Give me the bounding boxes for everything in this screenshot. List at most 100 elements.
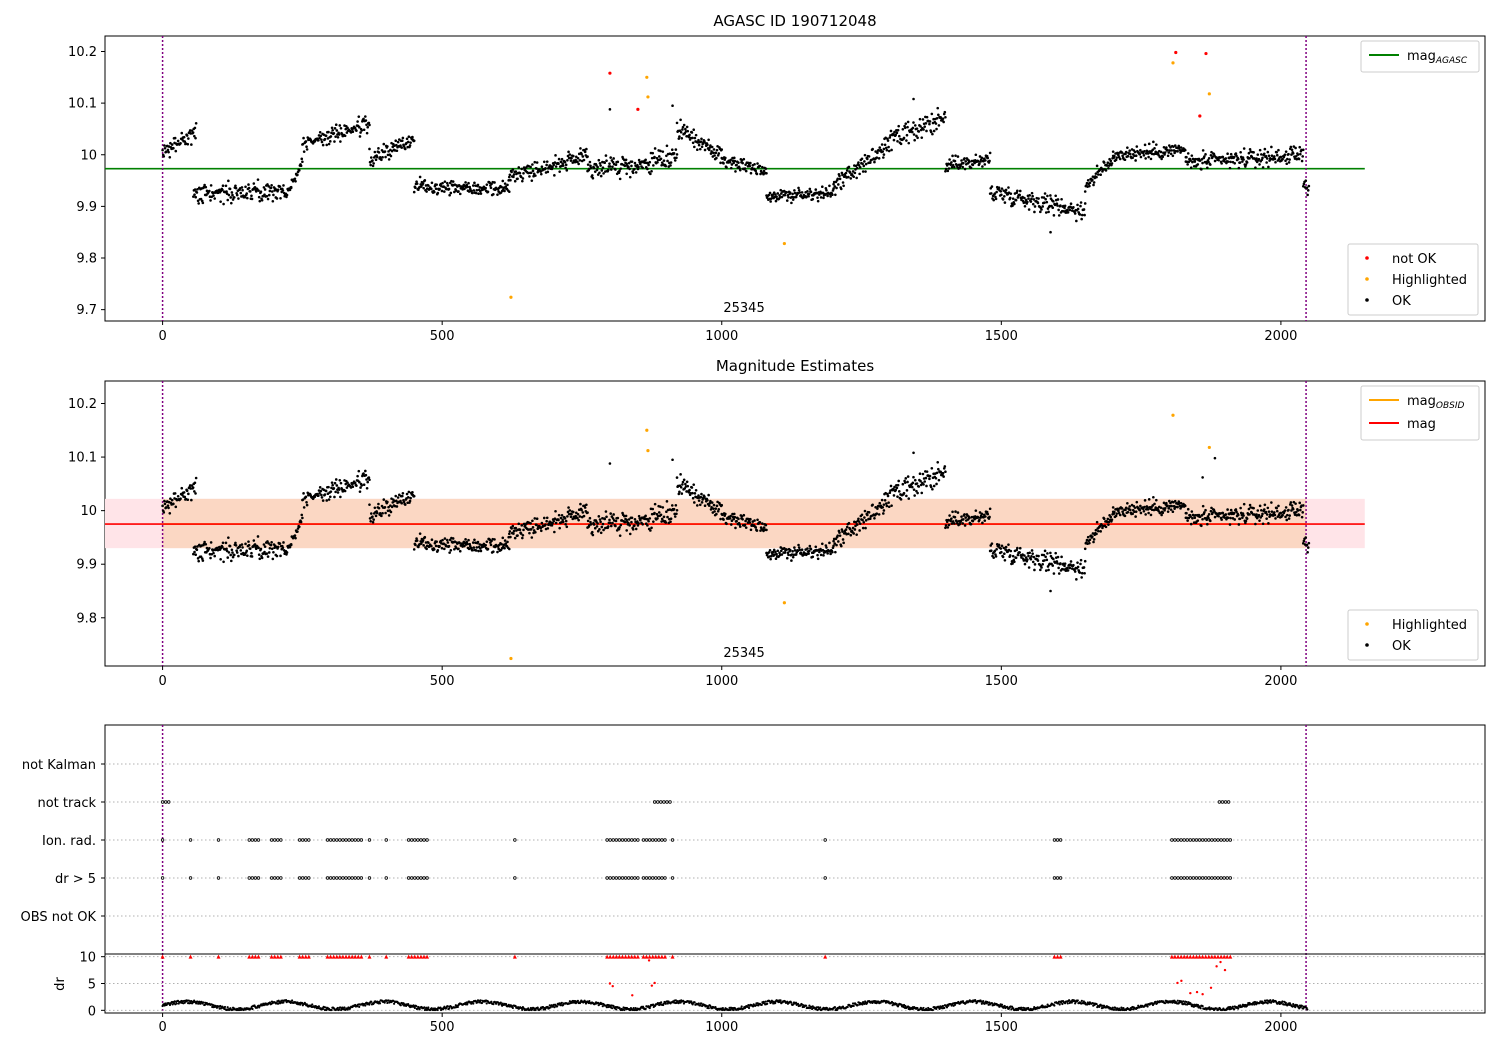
- ok-point: [1039, 568, 1042, 572]
- ok-point: [919, 125, 922, 128]
- ok-point: [453, 190, 456, 194]
- ok-point: [809, 547, 813, 551]
- legend-point-label: OK: [1392, 294, 1411, 309]
- ok-point: [521, 179, 524, 183]
- ok-point: [1102, 517, 1106, 521]
- ok-point: [586, 163, 590, 166]
- ok-point: [405, 137, 409, 141]
- ok-point: [915, 127, 919, 130]
- ok-point: [319, 489, 323, 493]
- ok-point: [1228, 166, 1232, 170]
- ok-point: [864, 170, 867, 173]
- ok-point: [554, 165, 558, 168]
- ok-point: [169, 497, 172, 500]
- ok-point: [1146, 150, 1149, 153]
- ok-point: [1139, 148, 1142, 152]
- ok-point: [713, 510, 716, 513]
- ok-point: [847, 532, 850, 536]
- ok-point: [1279, 155, 1283, 159]
- ok-point: [336, 491, 340, 494]
- ok-point: [586, 519, 590, 523]
- ok-point: [685, 125, 689, 129]
- ok-point: [163, 144, 166, 147]
- ok-point: [183, 140, 187, 143]
- ok-point: [1196, 163, 1200, 166]
- highlighted-point: [509, 656, 513, 661]
- ok-point: [915, 482, 919, 485]
- ok-point: [1291, 507, 1295, 511]
- ok-point: [659, 149, 662, 153]
- flag-marker: [1052, 838, 1057, 842]
- ok-point: [1054, 194, 1057, 198]
- ok-point: [1279, 511, 1283, 515]
- ok-point: [1029, 200, 1033, 203]
- ok-point: [1092, 183, 1095, 187]
- legend-point-label: Highlighted: [1392, 618, 1467, 633]
- ok-point: [194, 492, 197, 495]
- ok-point: [474, 549, 478, 552]
- ok-point: [954, 154, 957, 157]
- ok-point: [519, 175, 523, 179]
- ok-point: [675, 508, 679, 512]
- ok-point: [319, 134, 323, 138]
- ok-point: [798, 191, 802, 194]
- ok-point: [176, 139, 180, 143]
- highlighted-point: [1171, 413, 1175, 417]
- legend-point-swatch: [1365, 622, 1369, 626]
- ok-point: [512, 532, 515, 535]
- ok-point: [842, 541, 845, 545]
- ok-point: [435, 183, 438, 186]
- flag-marker: [216, 876, 221, 880]
- flag-label: dr > 5: [55, 872, 96, 887]
- ok-point: [1238, 517, 1242, 521]
- ok-point: [786, 194, 790, 197]
- ok-point: [1099, 173, 1102, 177]
- ok-point: [304, 495, 308, 499]
- ok-point: [234, 186, 238, 190]
- ok-point: [332, 131, 336, 135]
- ok-point: [715, 504, 719, 508]
- ok-point: [928, 122, 931, 126]
- ok-point: [756, 162, 759, 165]
- ok-point: [904, 122, 908, 125]
- ok-point: [1289, 501, 1293, 504]
- ok-point: [690, 131, 694, 134]
- ok-point: [717, 507, 721, 511]
- ok-point: [712, 507, 715, 510]
- flag-marker: [650, 838, 655, 842]
- ok-point: [1284, 159, 1287, 163]
- ok-point: [875, 512, 879, 515]
- ok-point: [785, 190, 788, 194]
- ok-point: [518, 528, 522, 532]
- dr-point: [615, 1008, 618, 1011]
- ok-point: [421, 539, 425, 542]
- ok-point: [700, 137, 703, 141]
- ok-point: [932, 129, 936, 133]
- ok-point: [1228, 523, 1232, 526]
- ok-point: [709, 508, 713, 511]
- ok-point: [1273, 155, 1276, 158]
- ok-point: [1072, 205, 1075, 209]
- ok-point: [1066, 208, 1069, 212]
- ok-point: [371, 515, 374, 519]
- flag-marker: [668, 800, 672, 804]
- flag-marker: [1213, 876, 1217, 880]
- ok-point: [244, 185, 247, 189]
- ok-point: [288, 545, 292, 549]
- flag-marker: [513, 876, 517, 880]
- ok-point: [755, 172, 759, 176]
- ok-point: [1030, 549, 1034, 552]
- ok-point: [910, 485, 914, 489]
- ok-point: [881, 505, 885, 509]
- flag-marker: [256, 876, 261, 880]
- ok-point: [925, 115, 929, 119]
- ok-point: [728, 160, 732, 164]
- ok-point: [715, 148, 719, 152]
- ok-point: [693, 145, 696, 149]
- ok-point: [271, 199, 275, 203]
- flag-marker: [1213, 838, 1217, 842]
- ok-point: [967, 160, 971, 164]
- ok-point: [212, 551, 215, 555]
- ok-point: [990, 185, 994, 188]
- ok-point: [186, 142, 190, 146]
